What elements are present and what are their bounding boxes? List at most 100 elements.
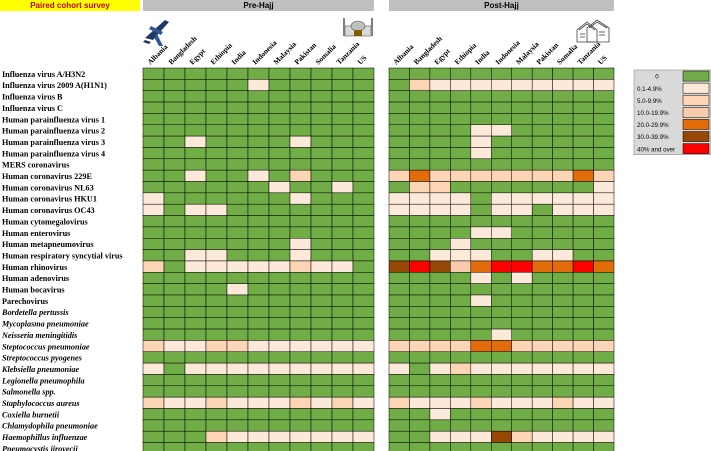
post-hajj-cell bbox=[552, 294, 574, 307]
pre-hajj-cell bbox=[268, 113, 291, 126]
post-hajj-cell bbox=[531, 408, 553, 421]
pre-hajj-cell bbox=[310, 374, 333, 387]
pre-hajj-cell bbox=[310, 351, 333, 364]
pre-hajj-cell bbox=[142, 272, 165, 284]
pre-hajj-cell bbox=[184, 147, 207, 160]
post-hajj-cell bbox=[470, 374, 492, 387]
post-hajj-cell bbox=[572, 135, 594, 148]
pre-hajj-cell bbox=[268, 442, 291, 451]
houses-icon bbox=[576, 19, 610, 43]
post-hajj-cell bbox=[388, 158, 410, 171]
post-hajj-cell bbox=[429, 181, 451, 194]
pre-hajj-cell bbox=[352, 396, 375, 409]
post-hajj-cell bbox=[409, 226, 431, 239]
post-hajj-cell bbox=[388, 135, 410, 148]
pre-hajj-cell bbox=[310, 385, 333, 398]
pathogen-label: Coxiella burnetii bbox=[2, 410, 60, 419]
pre-hajj-cell bbox=[142, 374, 165, 387]
pre-hajj-cell bbox=[226, 192, 249, 205]
post-hajj-cell bbox=[388, 408, 410, 421]
pathogen-label: Chlamydophila pneumoniae bbox=[2, 422, 98, 431]
post-hajj-cell bbox=[552, 192, 574, 205]
post-hajj-cell bbox=[450, 408, 472, 421]
post-hajj-cell bbox=[409, 283, 431, 296]
post-hajj-cell bbox=[470, 294, 492, 307]
post-hajj-cell bbox=[409, 238, 431, 250]
post-hajj-cell bbox=[409, 385, 431, 398]
pathogen-label: Human coronavirus NL63 bbox=[2, 183, 94, 192]
post-hajj-cell bbox=[429, 385, 451, 398]
pre-hajj-cell bbox=[247, 362, 270, 375]
pre-hajj-cell bbox=[310, 135, 333, 148]
pre-hajj-cell bbox=[268, 374, 291, 387]
pre-hajj-cell bbox=[289, 113, 312, 126]
pathogen-label: Staphylococcus aureus bbox=[2, 399, 80, 408]
pre-hajj-cell bbox=[163, 430, 186, 443]
post-hajj-cell bbox=[491, 328, 512, 341]
pre-hajj-cell bbox=[247, 169, 270, 182]
post-hajj-cell bbox=[470, 113, 492, 126]
pre-hajj-cell bbox=[247, 328, 270, 341]
post-hajj-cell bbox=[450, 249, 472, 262]
post-hajj-cell bbox=[552, 260, 574, 273]
pre-hajj-cell bbox=[142, 147, 165, 160]
post-hajj-cell bbox=[470, 79, 492, 91]
pre-hajj-cell bbox=[184, 408, 207, 421]
pre-hajj-cell bbox=[205, 181, 228, 194]
pathogen-label: Human coronavirus 229E bbox=[2, 172, 92, 181]
post-hajj-header: Post-Hajj bbox=[389, 0, 614, 11]
post-hajj-cell bbox=[593, 192, 615, 205]
pre-hajj-cell bbox=[226, 272, 249, 284]
pre-hajj-cell bbox=[352, 430, 375, 443]
pre-hajj-cell bbox=[268, 385, 291, 398]
post-hajj-cell bbox=[531, 90, 553, 103]
pathogen-label: Haemophillus influenzae bbox=[1, 433, 88, 442]
pre-hajj-cell bbox=[310, 238, 333, 250]
post-hajj-cell bbox=[470, 181, 492, 194]
pre-hajj-cell bbox=[331, 430, 354, 443]
post-hajj-cell bbox=[552, 283, 574, 296]
pre-hajj-cell bbox=[205, 203, 228, 216]
post-hajj-cell bbox=[450, 385, 472, 398]
post-hajj-cell bbox=[450, 215, 472, 228]
post-hajj-cell bbox=[409, 430, 431, 443]
post-hajj-cell bbox=[531, 67, 553, 80]
post-hajj-cell bbox=[388, 340, 410, 352]
pre-hajj-cell bbox=[226, 238, 249, 250]
post-hajj-cell bbox=[450, 192, 472, 205]
post-hajj-cell bbox=[388, 283, 410, 296]
post-hajj-cell bbox=[429, 317, 451, 330]
post-hajj-cell bbox=[470, 101, 492, 114]
post-hajj-cell bbox=[593, 113, 615, 126]
post-hajj-cell bbox=[511, 226, 533, 239]
post-hajj-cell bbox=[491, 192, 512, 205]
post-hajj-cell bbox=[552, 124, 574, 137]
post-hajj-cell bbox=[470, 169, 492, 182]
post-hajj-cell bbox=[470, 192, 492, 205]
pre-hajj-cell bbox=[226, 169, 249, 182]
pre-hajj-cell bbox=[310, 215, 333, 228]
pathogen-label: Human metapneumovirus bbox=[2, 240, 94, 249]
pre-hajj-cell bbox=[163, 135, 186, 148]
post-hajj-cell bbox=[531, 442, 553, 451]
post-hajj-cell bbox=[511, 272, 533, 284]
pre-hajj-cell bbox=[247, 90, 270, 103]
post-hajj-cell bbox=[511, 385, 533, 398]
post-hajj-cell bbox=[470, 408, 492, 421]
pre-hajj-cell bbox=[142, 430, 165, 443]
pathogen-label: Human coronavirus OC43 bbox=[2, 206, 95, 215]
post-hajj-cell bbox=[552, 169, 574, 182]
post-hajj-cell bbox=[511, 408, 533, 421]
pre-hajj-cell bbox=[352, 203, 375, 216]
post-hajj-cell bbox=[572, 362, 594, 375]
post-hajj-cell bbox=[450, 374, 472, 387]
pre-hajj-cell bbox=[247, 317, 270, 330]
post-hajj-cell bbox=[531, 238, 553, 250]
pre-hajj-cell bbox=[352, 158, 375, 171]
post-hajj-cell bbox=[531, 169, 553, 182]
post-hajj-cell bbox=[511, 113, 533, 126]
post-hajj-cell bbox=[552, 430, 574, 443]
pre-hajj-cell bbox=[226, 90, 249, 103]
